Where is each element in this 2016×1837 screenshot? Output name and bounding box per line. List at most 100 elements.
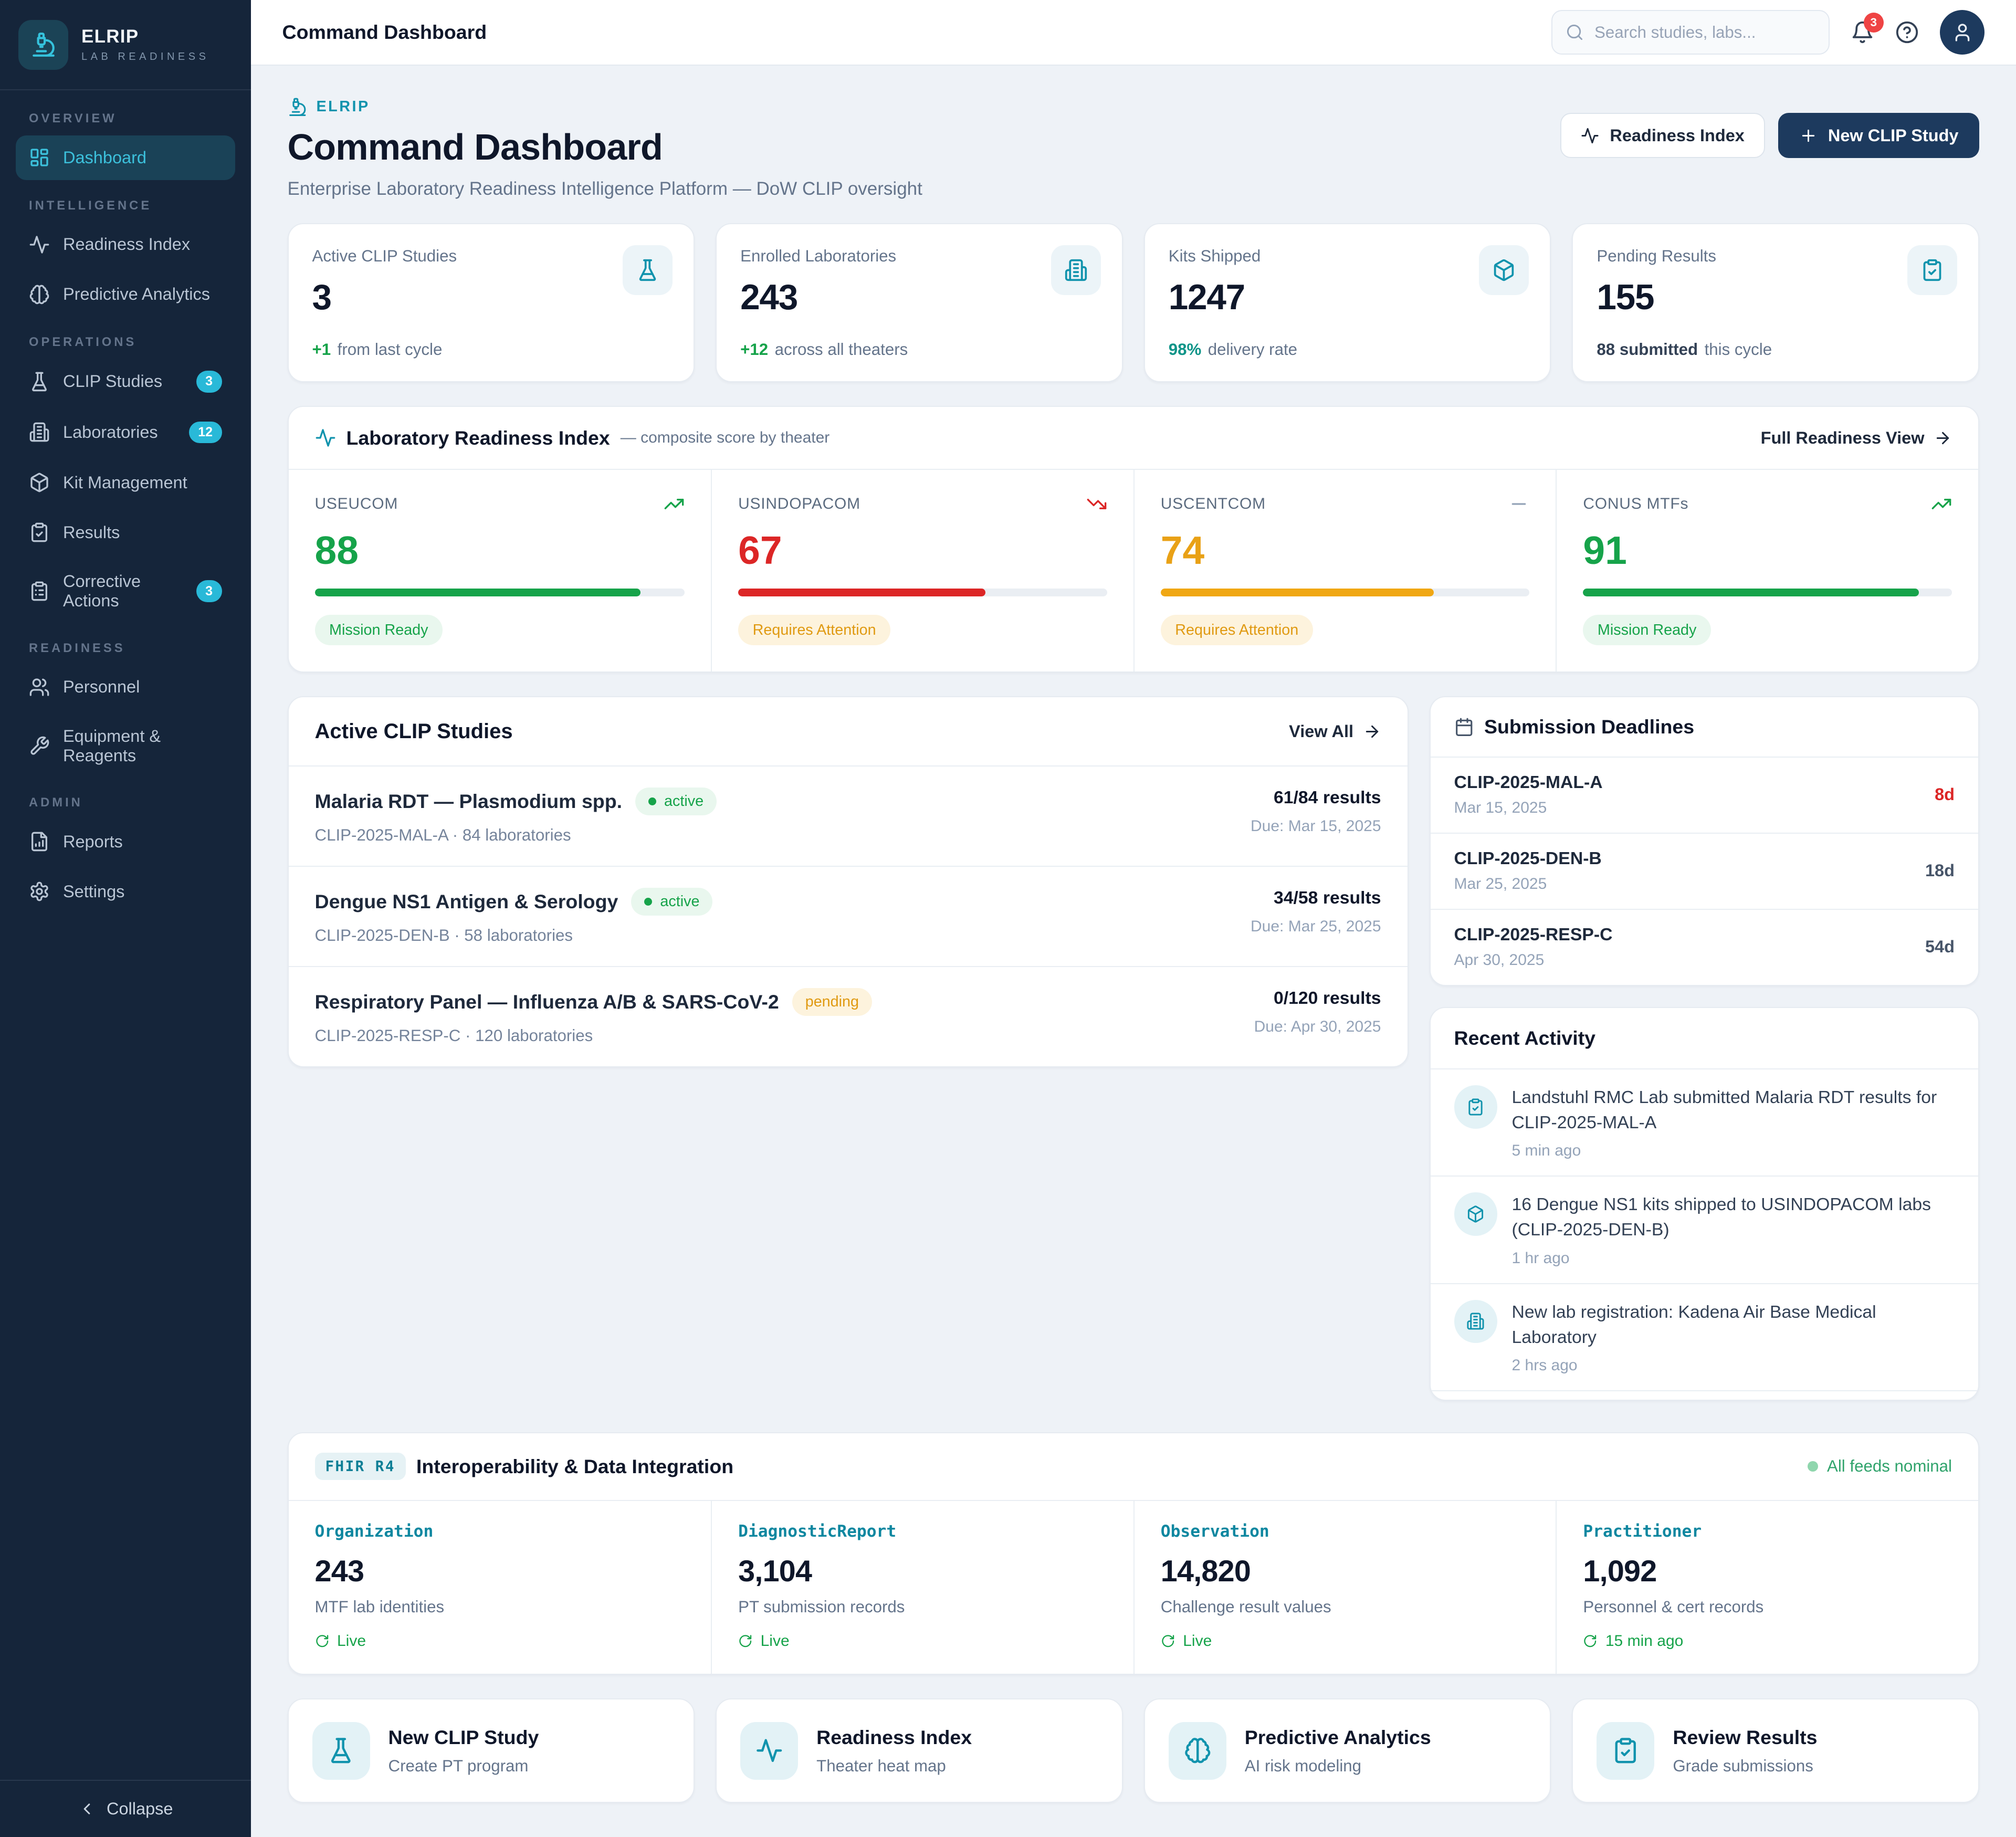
- flask-icon: [636, 258, 659, 282]
- action-predictive-analytics[interactable]: Predictive Analytics AI risk modeling: [1144, 1698, 1551, 1803]
- nav-section-label: OVERVIEW: [29, 111, 222, 126]
- sidebar-item-reports[interactable]: Reports: [16, 820, 235, 864]
- building-icon: [1466, 1312, 1485, 1330]
- clipboard-check-icon: [1466, 1098, 1485, 1116]
- status-badge: Mission Ready: [315, 615, 443, 645]
- deadlines-panel: Submission Deadlines CLIP-2025-MAL-A Mar…: [1430, 696, 1980, 986]
- arrow-right-icon: [1363, 722, 1381, 741]
- feeds-status: All feeds nominal: [1808, 1457, 1952, 1476]
- study-row-respiratory[interactable]: Respiratory Panel — Influenza A/B & SARS…: [289, 966, 1408, 1066]
- microscope-icon: [288, 97, 308, 117]
- activity-item: Landstuhl RMC Lab submitted Malaria RDT …: [1431, 1068, 1979, 1175]
- days-remaining: 54d: [1925, 937, 1955, 957]
- flask-icon: [29, 371, 50, 392]
- sidebar-item-label: Settings: [63, 882, 124, 901]
- trending-up-icon: [664, 494, 685, 515]
- report-icon: [29, 831, 50, 852]
- search-input[interactable]: [1594, 23, 1815, 42]
- activity-title: Recent Activity: [1454, 1027, 1596, 1049]
- notifications-button[interactable]: 3: [1851, 20, 1874, 44]
- deadline-row[interactable]: CLIP-2025-DEN-B Mar 25, 2025 18d: [1431, 833, 1979, 909]
- readiness-bar: [738, 589, 1107, 596]
- status-badge: Requires Attention: [1161, 615, 1313, 645]
- activity-item: New lab registration: Kadena Air Base Me…: [1431, 1283, 1979, 1390]
- page-header: ELRIP Command Dashboard Enterprise Labor…: [288, 97, 1980, 200]
- stat-card-kits-shipped: Kits Shipped 1247 98%delivery rate: [1144, 223, 1551, 382]
- trending-down-icon: [1086, 494, 1107, 515]
- sidebar-item-clip-studies[interactable]: CLIP Studies 3: [16, 359, 235, 405]
- theater-usindopacom: USINDOPACOM 67 Requires Attention: [711, 470, 1133, 671]
- status-dot: [1808, 1461, 1818, 1472]
- sidebar-item-kit-management[interactable]: Kit Management: [16, 460, 235, 505]
- activity-icon: [29, 234, 50, 255]
- page-title: Command Dashboard: [288, 126, 922, 168]
- status-dot: [648, 797, 656, 805]
- collapse-label: Collapse: [107, 1799, 173, 1819]
- sidebar-item-predictive-analytics[interactable]: Predictive Analytics: [16, 272, 235, 317]
- study-row-dengue[interactable]: Dengue NS1 Antigen & Serology active CLI…: [289, 866, 1408, 966]
- activity-icon: [1581, 127, 1599, 145]
- stat-delta: +1: [312, 340, 331, 359]
- package-icon: [29, 472, 50, 493]
- sidebar-item-dashboard[interactable]: Dashboard: [16, 135, 235, 180]
- view-all-link[interactable]: View All: [1289, 722, 1381, 741]
- sidebar-item-results[interactable]: Results: [16, 510, 235, 555]
- sidebar-item-label: Personnel: [63, 677, 140, 697]
- topbar: Command Dashboard 3: [251, 0, 2016, 66]
- feed-status: 15 min ago: [1583, 1632, 1952, 1650]
- sidebar-item-equipment-reagents[interactable]: Equipment & Reagents: [16, 715, 235, 777]
- notification-badge: 3: [1864, 13, 1884, 33]
- deadline-row[interactable]: CLIP-2025-RESP-C Apr 30, 2025 54d: [1431, 909, 1979, 985]
- search-box[interactable]: [1551, 10, 1830, 55]
- minus-icon: [1508, 494, 1529, 515]
- gear-icon: [29, 881, 50, 902]
- microscope-icon: [30, 32, 57, 58]
- sidebar-item-readiness-index[interactable]: Readiness Index: [16, 222, 235, 267]
- action-new-clip-study[interactable]: New CLIP Study Create PT program: [288, 1698, 695, 1803]
- active-studies-panel: Active CLIP Studies View All Malaria RDT…: [288, 696, 1409, 1067]
- help-button[interactable]: [1895, 20, 1919, 44]
- study-row-malaria[interactable]: Malaria RDT — Plasmodium spp. active CLI…: [289, 765, 1408, 866]
- nav-section-label: OPERATIONS: [29, 335, 222, 350]
- users-icon: [29, 677, 50, 698]
- sidebar-item-laboratories[interactable]: Laboratories 12: [16, 410, 235, 455]
- readiness-index-button[interactable]: Readiness Index: [1560, 113, 1766, 158]
- quick-actions: New CLIP Study Create PT program Readine…: [288, 1698, 1980, 1803]
- sidebar-item-settings[interactable]: Settings: [16, 869, 235, 914]
- package-icon: [1466, 1205, 1485, 1223]
- plus-icon: [1799, 127, 1818, 145]
- full-readiness-view-link[interactable]: Full Readiness View: [1761, 428, 1952, 448]
- status-dot: [644, 898, 652, 906]
- building-icon: [29, 422, 50, 443]
- sidebar-item-corrective-actions[interactable]: Corrective Actions 3: [16, 560, 235, 623]
- activity-icon: [755, 1737, 783, 1765]
- sidebar-item-label: Equipment & Reagents: [63, 727, 222, 765]
- refresh-icon: [1583, 1634, 1598, 1649]
- sidebar-item-label: Kit Management: [63, 473, 187, 492]
- fhir-resource-practitioner: Practitioner 1,092 Personnel & cert reco…: [1556, 1501, 1978, 1674]
- feed-status: Live: [1161, 1632, 1530, 1650]
- deadline-row[interactable]: CLIP-2025-MAL-A Mar 15, 2025 8d: [1431, 757, 1979, 833]
- new-clip-study-button[interactable]: New CLIP Study: [1778, 113, 1979, 158]
- nav-section-label: READINESS: [29, 641, 222, 656]
- user-icon: [1952, 22, 1973, 43]
- avatar[interactable]: [1940, 10, 1984, 55]
- stat-delta: 98%: [1169, 340, 1202, 359]
- studies-title: Active CLIP Studies: [315, 720, 513, 743]
- collapse-button[interactable]: Collapse: [0, 1780, 251, 1837]
- clipboard-check-icon: [1920, 258, 1944, 282]
- action-review-results[interactable]: Review Results Grade submissions: [1572, 1698, 1979, 1803]
- action-readiness-index[interactable]: Readiness Index Theater heat map: [716, 1698, 1123, 1803]
- feed-status: Live: [315, 1632, 685, 1650]
- activity-item: 16 Dengue NS1 kits shipped to USINDOPACO…: [1431, 1175, 1979, 1283]
- flask-icon: [327, 1737, 355, 1765]
- readiness-bar: [1161, 589, 1530, 596]
- feed-status: Live: [738, 1632, 1107, 1650]
- fhir-resource-diagnosticreport: DiagnosticReport 3,104 PT submission rec…: [711, 1501, 1133, 1674]
- brain-icon: [29, 284, 50, 305]
- sidebar-item-personnel[interactable]: Personnel: [16, 665, 235, 709]
